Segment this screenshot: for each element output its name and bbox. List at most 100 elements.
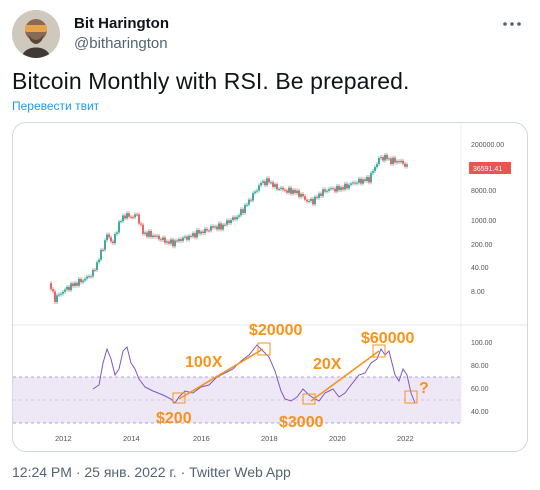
candle-body <box>52 289 54 292</box>
candle-body <box>188 235 190 240</box>
candle-body <box>170 239 172 244</box>
candle-body <box>182 237 184 241</box>
candle-body <box>358 178 360 183</box>
candle-body <box>136 214 138 216</box>
candle-body <box>110 237 112 242</box>
top-label-1: $20000 <box>249 322 302 339</box>
candle-body <box>308 201 310 203</box>
candle-body <box>404 163 406 167</box>
candle-body <box>260 182 262 186</box>
candle-body <box>92 269 94 277</box>
current-price-label: 36591.41 <box>473 166 502 173</box>
top-label-2: $60000 <box>361 330 414 347</box>
growth-line-2 <box>310 350 380 402</box>
year-axis-label: 2014 <box>123 434 140 443</box>
candle-body <box>128 213 130 217</box>
multiplier-label-1: 100X <box>185 354 223 371</box>
rsi-line <box>92 344 416 404</box>
candle-body <box>190 235 192 237</box>
candle-body <box>338 185 340 191</box>
candle-body <box>340 187 342 191</box>
candle-body <box>124 215 126 219</box>
candle-body <box>366 176 368 181</box>
candle-body <box>330 188 332 190</box>
candle-body <box>212 226 214 228</box>
author-name[interactable]: Bit Harington <box>74 15 169 32</box>
candle-body <box>376 164 378 168</box>
candle-body <box>268 178 270 183</box>
candle-body <box>84 278 86 281</box>
candle-body <box>232 217 234 220</box>
candle-body <box>198 229 200 234</box>
candle-body <box>56 295 58 303</box>
candle-body <box>234 217 236 220</box>
tweet-timestamp[interactable]: 12:24 PM · 25 янв. 2022 г. · Twitter Web… <box>12 464 291 480</box>
candle-body <box>138 214 140 224</box>
candle-body <box>304 196 306 200</box>
candle-body <box>302 193 304 197</box>
candle-body <box>384 154 386 161</box>
price-axis-label: 40.00 <box>471 265 489 272</box>
year-axis-label: 2012 <box>55 434 72 443</box>
candle-body <box>244 204 246 213</box>
candle-body <box>172 239 174 247</box>
avatar[interactable] <box>12 10 60 58</box>
candle-body <box>200 231 202 234</box>
candle-body <box>130 216 132 218</box>
rsi-axis-label: 60.00 <box>471 386 489 393</box>
candle-body <box>250 199 252 201</box>
candle-body <box>80 278 82 283</box>
candle-body <box>344 183 346 190</box>
candle-body <box>348 184 350 189</box>
candle-body <box>98 259 100 263</box>
candle-body <box>372 170 374 174</box>
candle-body <box>62 291 64 294</box>
translate-tweet-link[interactable]: Перевести твит <box>12 99 100 113</box>
tweet-header: Bit Harington @bitharington <box>12 10 528 58</box>
candle-body <box>282 187 284 190</box>
tweet-media-chart[interactable]: 200000.00 8000.00 1000.00 200.00 40.00 8… <box>12 122 528 452</box>
price-chart: 200000.00 8000.00 1000.00 200.00 40.00 8… <box>13 123 527 443</box>
candle-body <box>118 221 120 233</box>
candle-body <box>364 179 366 181</box>
candle-body <box>322 189 324 196</box>
price-axis-label: 1000.00 <box>471 218 496 225</box>
candle-body <box>116 232 118 234</box>
candle-body <box>140 223 142 225</box>
more-options-button[interactable] <box>500 14 524 34</box>
candle-body <box>332 188 334 190</box>
top-marker-1 <box>257 342 271 356</box>
candle-body <box>392 157 394 165</box>
candle-body <box>174 240 176 247</box>
candle-body <box>204 228 206 234</box>
year-axis-label: 2022 <box>397 434 414 443</box>
candle-body <box>184 236 186 238</box>
candle-body <box>310 198 312 202</box>
candle-body <box>254 191 256 194</box>
projected-marker <box>404 390 418 404</box>
price-axis-label: 8000.00 <box>471 188 496 195</box>
candle-body <box>320 193 322 196</box>
candle-body <box>306 199 308 202</box>
candle-body <box>350 183 352 185</box>
candle-body <box>336 185 338 192</box>
candle-body <box>278 189 280 191</box>
candle-body <box>144 232 146 234</box>
author-handle[interactable]: @bitharington <box>74 35 168 52</box>
candle-body <box>398 161 400 163</box>
candle-body <box>258 185 260 191</box>
candle-body <box>316 196 318 198</box>
candle-body <box>248 199 250 205</box>
candle-body <box>168 241 170 244</box>
candle-body <box>186 236 188 240</box>
current-price-tag <box>469 162 511 174</box>
candle-body <box>266 178 268 186</box>
candle-body <box>396 161 398 163</box>
year-axis-label: 2020 <box>329 434 346 443</box>
bottom-label-2: $3000 <box>279 414 324 431</box>
candle-body <box>374 167 376 171</box>
growth-line-1 <box>178 348 264 400</box>
candle-body <box>224 224 226 226</box>
candle-body <box>328 188 330 191</box>
bottom-marker-1 <box>172 392 186 404</box>
